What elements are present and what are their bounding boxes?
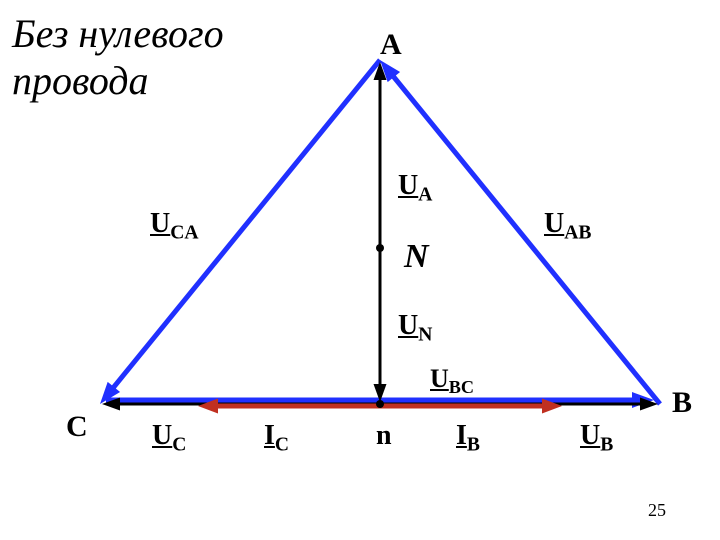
label-UBC: UBC <box>430 364 474 398</box>
label-UCA: UCA <box>150 208 199 245</box>
label-IC: IC <box>264 420 289 457</box>
label-UA: UA <box>398 170 432 207</box>
label-A: A <box>380 28 402 62</box>
label-C: C <box>66 410 88 444</box>
slide-number: 25 <box>648 500 666 521</box>
label-n: n <box>376 420 392 452</box>
label-UN: UN <box>398 310 432 347</box>
label-N: N <box>404 238 429 276</box>
label-IB: IB <box>456 420 480 457</box>
label-UAB: UAB <box>544 208 591 245</box>
phasor-diagram <box>0 0 720 540</box>
label-B: B <box>672 386 692 420</box>
label-UC: UC <box>152 420 186 457</box>
label-UB: UB <box>580 420 613 457</box>
